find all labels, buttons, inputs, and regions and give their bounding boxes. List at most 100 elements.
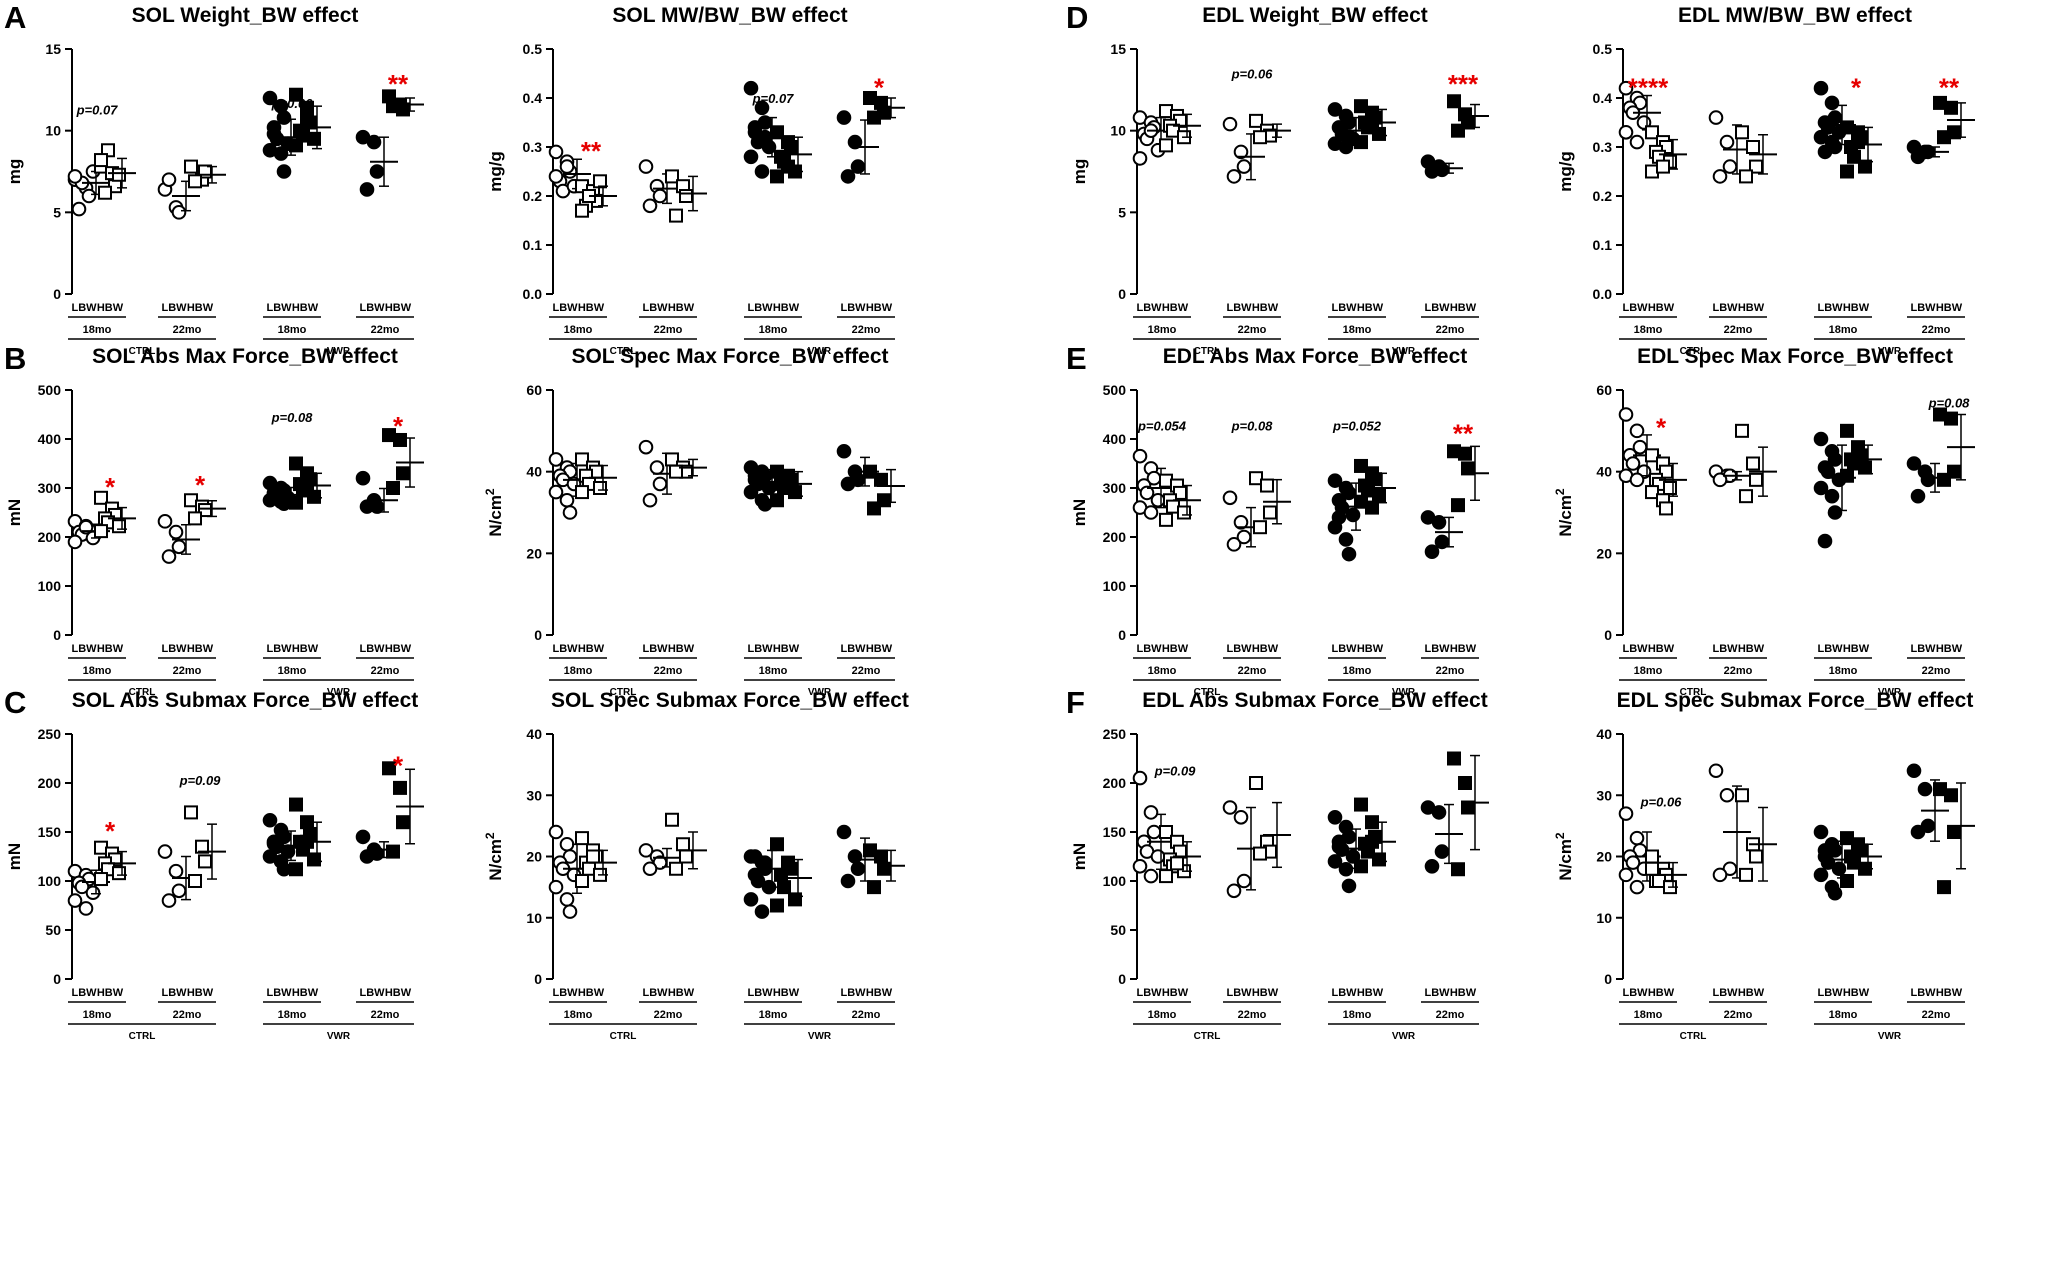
data-point [1906,763,1922,779]
y-tick-label: 0.1 [1593,237,1613,253]
chart-title: SOL Abs Max Force_BW effect [92,345,398,368]
group-label: LBW [642,302,668,314]
group-label: HBW [1252,302,1279,314]
significance-star: ** [1453,418,1474,448]
group-label: LBW [552,643,578,655]
data-point [1159,512,1173,527]
y-tick-label: 5 [53,204,61,220]
y-tick-label: 250 [1103,726,1127,742]
age-label: 22mo [1922,324,1951,336]
condition-label: VWR [1878,346,1902,357]
y-axis-label-superscript: 2 [1553,488,1567,495]
data-point [1937,880,1951,895]
data-point [1813,867,1829,883]
data-point [1236,159,1252,174]
data-point [1817,843,1833,858]
panel-letter: A [4,0,26,35]
age-label: 18mo [278,1009,307,1021]
data-point [638,439,654,455]
y-axis-label: mN [1070,843,1089,870]
chart-panel-5: SOL Spec Max Force_BW effect0204060N/cm2… [483,345,905,698]
data-point [548,824,564,840]
condition-label: CTRL [1194,1031,1221,1042]
y-axis-label-text: mN [1070,499,1089,526]
data-point [850,159,866,174]
panel-letter: C [4,685,26,720]
chart-panel-10: EDL Abs Submax Force_BW effect 0 50 100 150 2… [1070,689,1489,1042]
chart-title: EDL Spec Max Force_BW effect [1637,345,1953,368]
data-point [393,432,407,447]
data-point [559,492,575,508]
y-tick-label: 150 [38,824,62,840]
p-value-label: p=0.052 [1332,418,1382,433]
data-point [307,852,321,867]
chart-panel-9: SOL Spec Submax Force_BW effect 0 10 20 30 40… [483,689,909,1042]
group-label: LBW [840,987,866,999]
y-tick-label: 100 [1103,578,1127,594]
data-point [1645,849,1659,864]
y-tick-label: 0.5 [1593,41,1613,57]
data-point [369,164,385,179]
data-point [1944,411,1958,426]
data-point [168,863,184,879]
y-tick-label: 0.4 [1593,90,1613,106]
data-point [1629,830,1645,846]
chart-title: EDL Weight_BW effect [1202,4,1428,27]
group-label: LBW [1910,643,1936,655]
data-point [847,134,863,150]
data-point [198,854,212,869]
data-point [1618,867,1634,883]
data-point [1253,846,1267,861]
data-point [386,481,400,495]
group-label: LBW [1226,643,1252,655]
data-point [366,134,382,150]
data-point [266,836,282,852]
age-label: 22mo [1238,324,1267,336]
group-label: LBW [1817,302,1843,314]
group-label: HBW [668,987,695,999]
age-label: 22mo [1436,1009,1465,1021]
y-axis-label-text: mN [5,499,24,526]
data-point [1249,471,1263,486]
group-label: HBW [1252,987,1279,999]
data-point [1253,520,1267,535]
group-label: LBW [1136,987,1162,999]
data-point [1150,849,1166,864]
group-label: HBW [97,302,124,314]
data-point [877,861,891,876]
group-label: LBW [359,987,385,999]
data-point [1222,116,1238,132]
data-point [669,861,683,876]
y-axis-label-superscript: 2 [1553,832,1567,839]
data-point [593,174,607,189]
data-point [171,205,187,220]
data-point [1858,159,1872,174]
data-point [1233,515,1249,530]
group-label: HBW [1843,643,1870,655]
panel-letter: F [1066,685,1085,720]
data-point [1746,456,1760,471]
data-point [1739,867,1753,882]
chart-title: SOL MW/BW_BW effect [612,4,847,27]
age-label: 18mo [1634,324,1663,336]
condition-label: CTRL [129,1031,156,1042]
y-tick-label: 500 [1103,382,1127,398]
group-label: LBW [1424,302,1450,314]
data-point [1708,110,1724,125]
data-point [1132,859,1148,874]
data-point [575,874,589,888]
data-point [1739,489,1753,504]
data-point [593,481,607,495]
significance-star: ** [1939,72,1960,102]
data-point [754,100,770,116]
data-point [867,880,881,895]
group-label: LBW [552,987,578,999]
group-label: HBW [97,987,124,999]
data-point [307,131,321,146]
data-point [874,849,888,864]
data-point [840,873,856,889]
data-point [1331,510,1347,525]
group-label: LBW [1424,987,1450,999]
significance-star: * [105,816,116,846]
